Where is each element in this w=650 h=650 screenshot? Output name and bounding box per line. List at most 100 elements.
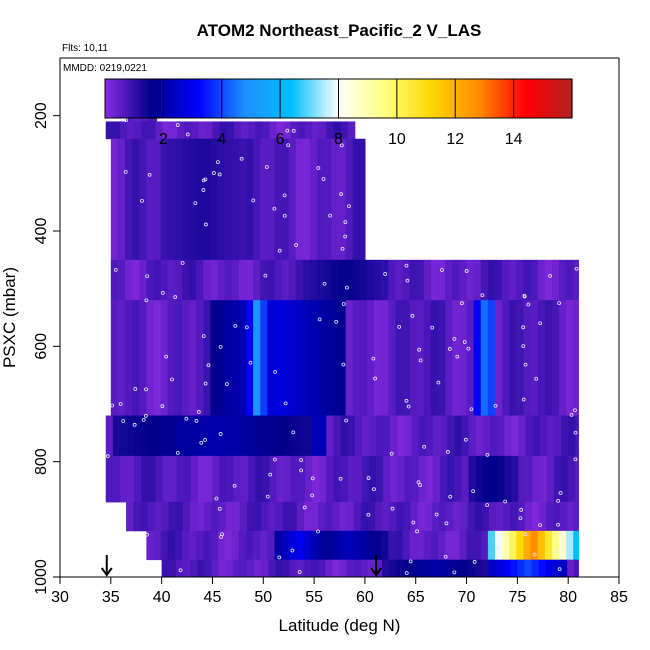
heatmap-cell — [281, 530, 290, 561]
sample-point — [299, 458, 304, 463]
colorbar-tick-label: 10 — [388, 131, 406, 148]
sample-point — [310, 476, 315, 481]
heatmap-cell — [148, 121, 157, 140]
heatmap-cell — [288, 138, 297, 261]
heatmap-cell — [510, 502, 518, 532]
heatmap-cell — [253, 530, 261, 561]
heatmap-cell — [423, 530, 432, 561]
sample-point — [299, 468, 304, 473]
heatmap-cell — [345, 259, 354, 301]
heatmap-cell — [345, 530, 354, 561]
sample-point — [248, 360, 253, 365]
heatmap-cell — [112, 121, 121, 140]
sample-point — [366, 476, 371, 480]
heatmap-cell — [183, 455, 192, 503]
heatmap-cell — [127, 415, 135, 457]
colorbar-strip — [180, 79, 185, 118]
colorbar-strip — [131, 79, 135, 118]
colorbar-strip — [554, 79, 559, 118]
colorbar-strip — [245, 79, 249, 118]
heatmap-cell — [454, 455, 463, 503]
heatmap-cell — [530, 259, 539, 301]
heatmap-cell — [566, 530, 574, 561]
heatmap-cell — [424, 502, 433, 532]
sample-point — [534, 376, 539, 381]
heatmap-cell — [459, 530, 468, 561]
heatmap-cell — [340, 415, 349, 457]
sample-point — [123, 169, 128, 174]
heatmap-cell — [361, 455, 370, 503]
sample-point — [201, 188, 206, 192]
heatmap-cell — [559, 530, 567, 561]
heatmap-cell — [397, 415, 406, 457]
heatmap-cell — [233, 455, 242, 503]
heatmap-cell — [146, 300, 155, 416]
heatmap-cell — [480, 300, 489, 416]
heatmap-cell — [347, 121, 356, 140]
heatmap-cell — [211, 502, 220, 532]
heatmap-cell — [262, 121, 270, 140]
heatmap-cell — [189, 530, 197, 561]
x-tick-label: 40 — [153, 589, 171, 606]
colorbar-strip — [534, 79, 538, 118]
colorbar-strip — [548, 79, 553, 118]
heatmap-cell — [133, 502, 141, 532]
sample-point — [436, 380, 441, 385]
heatmap-cell — [375, 559, 383, 577]
heatmap-cell — [190, 559, 198, 577]
colorbar-strip — [224, 79, 229, 118]
sample-point — [341, 362, 346, 367]
sample-point — [239, 156, 244, 161]
heatmap-cell — [296, 502, 305, 532]
sample-point — [452, 570, 457, 575]
sample-point — [118, 402, 123, 406]
sample-point — [286, 143, 291, 148]
heatmap-cell — [389, 559, 398, 577]
flight-marker-arrow — [100, 555, 113, 577]
colorbar-strip — [414, 79, 418, 118]
colorbar-strip — [472, 79, 477, 118]
heatmap-cell — [459, 259, 468, 301]
heatmap-cell — [225, 502, 234, 532]
heatmap-cell — [446, 559, 454, 577]
heatmap-cell — [217, 259, 226, 301]
colorbar-strip — [569, 79, 573, 118]
sample-point — [523, 532, 528, 537]
heatmap-cell — [191, 415, 199, 457]
heatmap-cell — [487, 300, 496, 416]
colorbar-strip — [253, 79, 258, 118]
sample-point — [218, 344, 223, 349]
heatmap-cell — [523, 530, 532, 561]
colorbar: 2 4 6 8 10 12 14 — [104, 78, 573, 148]
sample-point — [216, 160, 220, 164]
colorbar-strip — [542, 79, 547, 118]
heatmap-cell — [319, 415, 327, 457]
sample-point — [573, 408, 577, 413]
heatmap-cell — [231, 259, 240, 301]
heatmap-cell — [383, 415, 391, 457]
heatmap-cell — [295, 259, 304, 301]
colorbar-strip — [172, 79, 176, 118]
heatmap-cell — [238, 300, 247, 416]
heatmap-cell — [205, 121, 214, 140]
heatmap-cell — [317, 530, 325, 561]
sample-point — [343, 234, 348, 239]
heatmap-cell — [210, 300, 219, 416]
colorbar-strip — [522, 79, 526, 118]
heatmap-cell — [403, 559, 412, 577]
colorbar-strip — [423, 79, 427, 118]
sample-point — [557, 301, 562, 306]
heatmap-cell — [409, 530, 418, 561]
colorbar-strip — [262, 79, 267, 118]
heatmap-cell — [276, 121, 285, 140]
heatmap-cell — [283, 121, 292, 140]
sample-point — [455, 354, 460, 359]
heatmap-cell — [504, 455, 512, 503]
heatmap-cell — [530, 530, 539, 561]
heatmap-cell — [573, 530, 579, 561]
sample-point — [390, 506, 395, 511]
heatmap-cell — [212, 121, 221, 140]
colorbar-strip — [248, 79, 252, 118]
colorbar-strip — [373, 79, 378, 118]
sample-point — [321, 177, 326, 181]
